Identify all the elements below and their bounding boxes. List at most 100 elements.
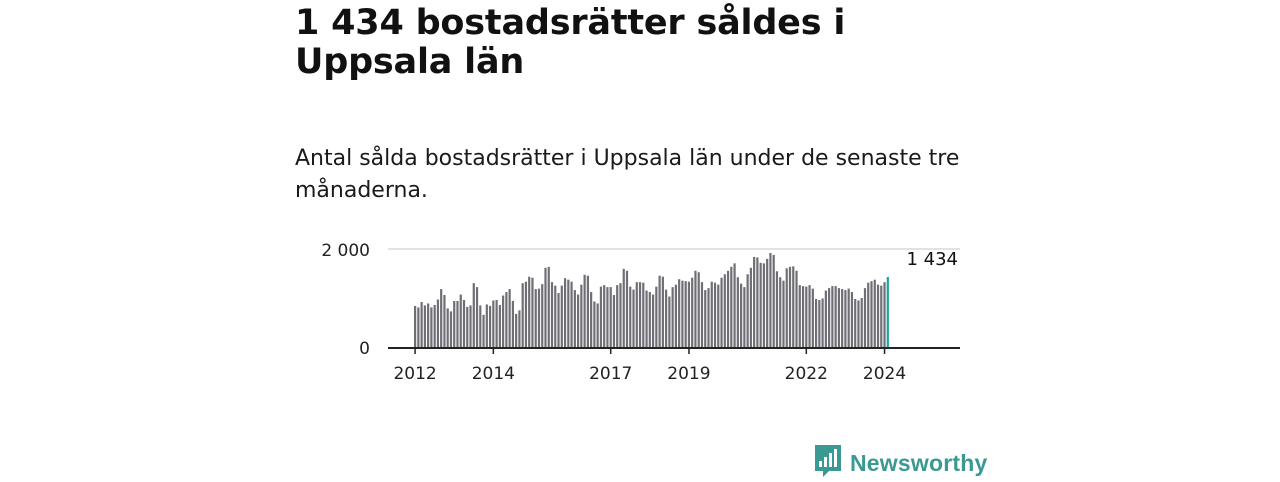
bar: [531, 277, 534, 348]
bar: [430, 307, 433, 348]
bar: [694, 270, 697, 348]
bar-latest: [886, 277, 889, 348]
bar: [671, 287, 674, 348]
bar: [498, 304, 501, 348]
bar: [547, 266, 550, 348]
bar: [479, 305, 482, 348]
bar: [505, 292, 508, 348]
bar: [753, 256, 756, 348]
bar: [599, 286, 603, 348]
x-tick-label: 2017: [589, 364, 632, 384]
bar: [612, 295, 616, 348]
bar: [436, 299, 440, 348]
bar: [443, 295, 446, 348]
brand-name: Newsworthy: [850, 449, 988, 476]
bar: [544, 267, 547, 348]
bar: [674, 284, 677, 348]
bar: [841, 289, 844, 348]
bar: [567, 279, 570, 348]
bar: [769, 252, 772, 348]
bar: [779, 277, 782, 348]
bar: [511, 300, 514, 348]
bar: [798, 285, 801, 348]
bar: [811, 288, 814, 348]
bar: [873, 279, 876, 348]
bar: [655, 286, 658, 348]
bar: [449, 311, 453, 348]
bar: [756, 257, 759, 348]
bar: [469, 305, 472, 348]
y-tick-label: 0: [359, 339, 370, 359]
bar: [586, 275, 589, 348]
bar: [459, 294, 462, 348]
bar: [619, 283, 622, 348]
bar: [762, 263, 766, 348]
bar: [414, 305, 417, 348]
bar: [518, 310, 521, 348]
bars-layer: [414, 252, 889, 349]
y-tick-label: 2 000: [321, 241, 370, 261]
bar-chart: 2012 2014 2017 2019 2022 2024 2 000 0 1 434: [321, 241, 960, 384]
bar: [495, 299, 498, 348]
chart-subtitle: Antal sålda bostadsrätter i Uppsala län …: [295, 146, 960, 203]
page-title: 1 434 bostadsrätter såldes i Uppsala län: [295, 3, 846, 82]
x-tick-label: 2012: [393, 364, 436, 384]
bar: [488, 305, 492, 348]
bar: [772, 254, 775, 348]
bar: [475, 287, 479, 348]
bar: [821, 298, 824, 348]
bar: [485, 304, 488, 348]
bar: [814, 299, 818, 348]
bar: [632, 289, 635, 348]
bar: [658, 275, 661, 348]
x-tick-label: 2014: [472, 364, 515, 384]
bar: [863, 288, 867, 348]
bar: [609, 287, 612, 348]
bar: [749, 267, 752, 348]
bar: [524, 281, 528, 348]
bar: [857, 300, 860, 348]
bar: [665, 289, 668, 348]
bar: [759, 262, 762, 348]
bar: [462, 299, 466, 348]
bar: [560, 285, 563, 348]
bar: [622, 268, 625, 348]
bar: [593, 301, 596, 348]
bar: [720, 277, 723, 348]
bar: [860, 298, 863, 348]
bar: [801, 286, 805, 349]
bar: [427, 303, 430, 348]
chart-card: 1 434 bostadsrätter såldes i Uppsala län…: [295, 0, 975, 204]
bar: [766, 258, 769, 348]
bar: [867, 282, 870, 348]
bar: [648, 292, 651, 348]
bar: [550, 282, 554, 348]
bar: [743, 287, 746, 348]
bar: [456, 300, 459, 348]
bar: [629, 286, 632, 348]
bar: [847, 288, 850, 348]
bar: [788, 266, 792, 348]
brand-logo[interactable]: Newsworthy: [814, 445, 988, 480]
bar: [710, 281, 713, 348]
bar: [824, 290, 827, 348]
bar: [805, 286, 808, 348]
bar: [472, 283, 475, 348]
bar: [697, 272, 700, 348]
bar: [515, 313, 518, 348]
bar: [704, 290, 707, 348]
bar: [681, 280, 684, 348]
bar: [700, 282, 704, 348]
bar: [521, 283, 524, 348]
bar: [420, 301, 423, 348]
bar: [687, 281, 691, 348]
bar: [502, 295, 505, 348]
bar: [606, 287, 609, 348]
bar: [596, 303, 599, 348]
bar: [880, 285, 883, 348]
bar: [570, 281, 573, 348]
bar: [590, 292, 593, 348]
bar: [563, 278, 567, 348]
bar: [528, 276, 531, 348]
bar: [740, 283, 743, 348]
